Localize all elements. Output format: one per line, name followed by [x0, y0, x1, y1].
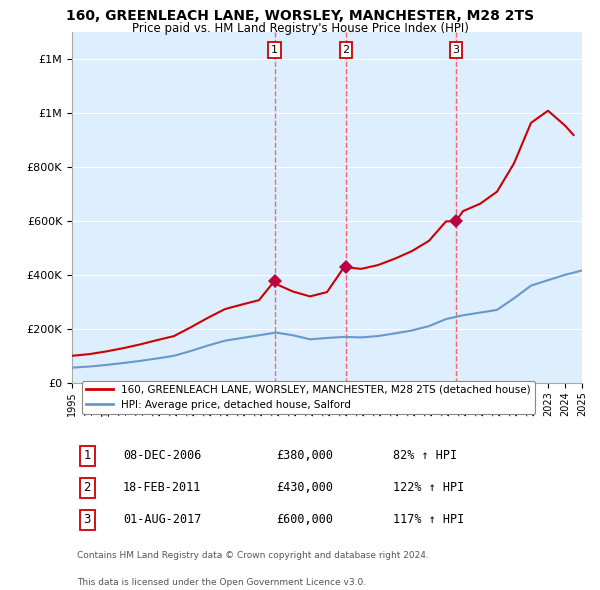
- Text: 08-DEC-2006: 08-DEC-2006: [123, 450, 202, 463]
- Text: 3: 3: [83, 513, 91, 526]
- Text: 1: 1: [271, 45, 278, 55]
- Text: 160, GREENLEACH LANE, WORSLEY, MANCHESTER, M28 2TS: 160, GREENLEACH LANE, WORSLEY, MANCHESTE…: [66, 9, 534, 23]
- Text: 122% ↑ HPI: 122% ↑ HPI: [394, 481, 464, 494]
- Text: 3: 3: [452, 45, 460, 55]
- Text: £430,000: £430,000: [276, 481, 333, 494]
- Text: 82% ↑ HPI: 82% ↑ HPI: [394, 450, 457, 463]
- Text: 1: 1: [83, 450, 91, 463]
- Legend: 160, GREENLEACH LANE, WORSLEY, MANCHESTER, M28 2TS (detached house), HPI: Averag: 160, GREENLEACH LANE, WORSLEY, MANCHESTE…: [82, 381, 535, 414]
- Text: 2: 2: [83, 481, 91, 494]
- Text: £380,000: £380,000: [276, 450, 333, 463]
- Text: 01-AUG-2017: 01-AUG-2017: [123, 513, 202, 526]
- Text: Price paid vs. HM Land Registry's House Price Index (HPI): Price paid vs. HM Land Registry's House …: [131, 22, 469, 35]
- Text: 18-FEB-2011: 18-FEB-2011: [123, 481, 202, 494]
- Text: £600,000: £600,000: [276, 513, 333, 526]
- Text: 2: 2: [343, 45, 350, 55]
- Text: 117% ↑ HPI: 117% ↑ HPI: [394, 513, 464, 526]
- Text: This data is licensed under the Open Government Licence v3.0.: This data is licensed under the Open Gov…: [77, 578, 366, 587]
- Text: Contains HM Land Registry data © Crown copyright and database right 2024.: Contains HM Land Registry data © Crown c…: [77, 551, 429, 560]
